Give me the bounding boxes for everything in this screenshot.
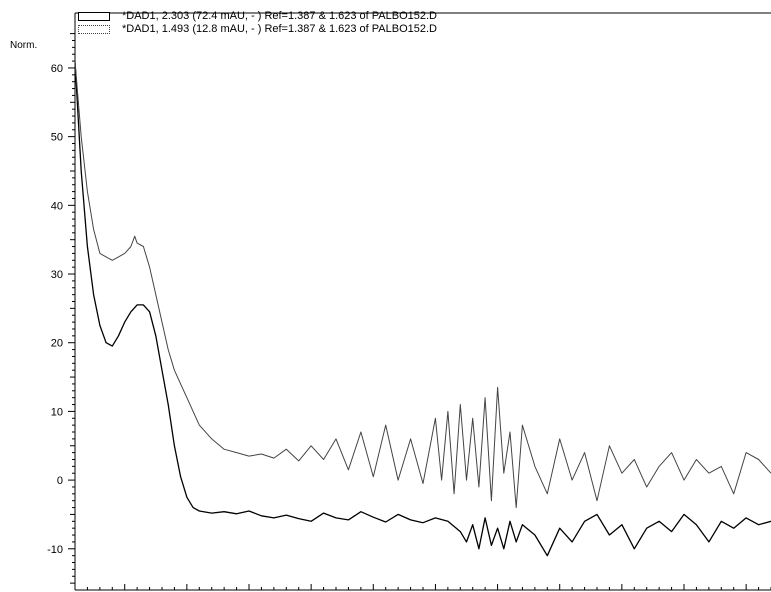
y-tick-label: 10 bbox=[51, 406, 63, 418]
y-tick-label: 60 bbox=[51, 63, 63, 75]
series-group bbox=[74, 61, 771, 557]
y-tick-label: 0 bbox=[57, 475, 63, 487]
y-tick-label: 20 bbox=[51, 338, 63, 350]
y-axis-label: Norm. bbox=[10, 40, 38, 51]
legend-label-1: *DAD1, 2.303 (72.4 mAU, - ) Ref=1.387 & … bbox=[122, 10, 437, 22]
y-tick-label: 50 bbox=[51, 132, 63, 144]
legend-label-2: *DAD1, 1.493 (12.8 mAU, - ) Ref=1.387 & … bbox=[122, 23, 437, 35]
y-tick-label: 30 bbox=[51, 269, 63, 281]
series-line-2 bbox=[74, 61, 771, 509]
y-tick-label: 40 bbox=[51, 200, 63, 212]
legend-swatch-dotted bbox=[78, 24, 110, 34]
legend-item-2: *DAD1, 1.493 (12.8 mAU, - ) Ref=1.387 & … bbox=[78, 23, 437, 35]
series-line-1 bbox=[74, 61, 771, 557]
legend-swatch-solid bbox=[78, 11, 110, 21]
y-axis: -10 0 10 20 30 40 50 60 bbox=[47, 33, 75, 584]
legend-item-1: *DAD1, 2.303 (72.4 mAU, - ) Ref=1.387 & … bbox=[78, 10, 437, 22]
x-axis: 250300350400450500550nm bbox=[74, 584, 771, 590]
y-tick-label: -10 bbox=[47, 544, 63, 556]
